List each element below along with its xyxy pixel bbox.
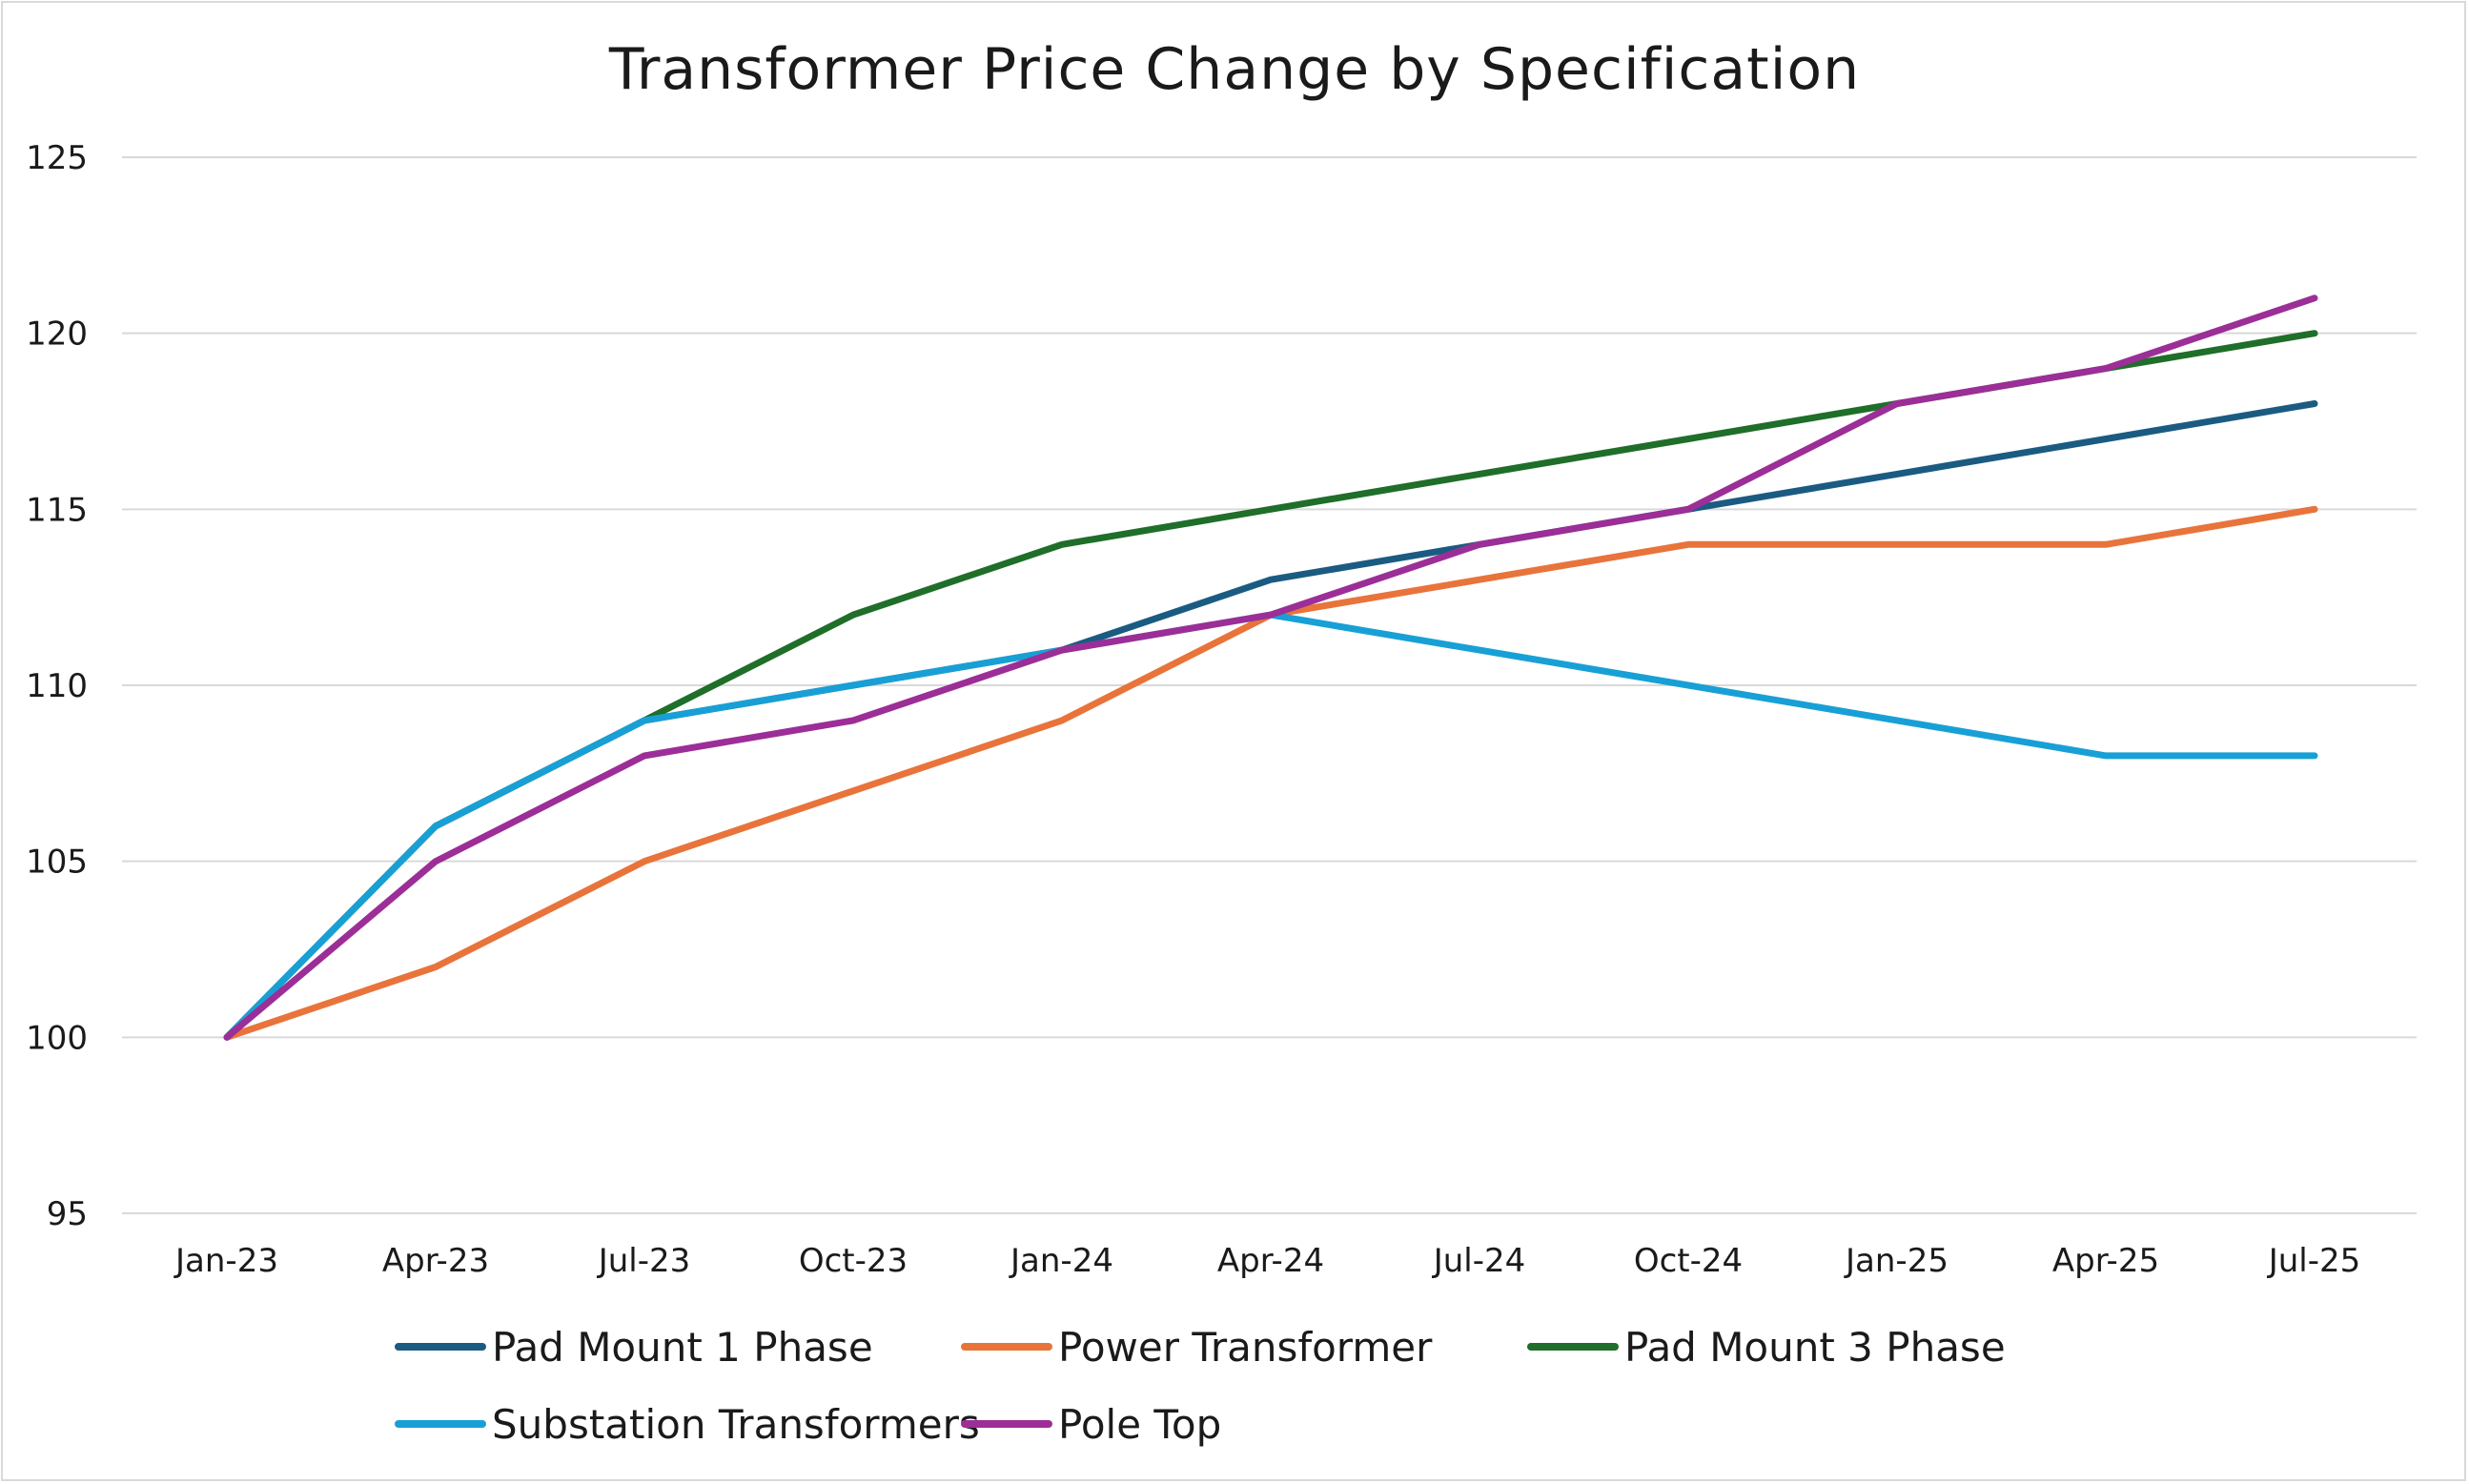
y-tick-label: 120 [26,315,88,354]
y-tick-label: 100 [26,1019,88,1057]
y-tick-label: 115 [26,491,88,529]
x-tick-label: Jul-24 [1432,1242,1526,1280]
legend-label: Power Transformer [1058,1324,1433,1371]
y-tick-label: 105 [26,844,88,882]
gridlines [122,156,2417,1214]
x-axis-ticks: Jan-23 Apr-23 Jul-23 Oct-23 Jan-24 Apr-24 Jul-… [173,1242,2360,1280]
legend-item-pad-mount-3-phase: Pad Mount 3 Phase [1527,1324,2006,1371]
series-line-pole-top [223,295,2318,1041]
y-tick-label: 95 [47,1195,88,1233]
y-tick-label: 125 [26,139,88,177]
x-tick-label: Oct-23 [799,1242,908,1280]
legend-item-pad-mount-1-phase: Pad Mount 1 Phase [395,1324,873,1371]
chart-title: Transformer Price Change by Specificatio… [608,36,1861,103]
legend-label: Pole Top [1058,1401,1221,1448]
legend-label: Pad Mount 1 Phase [492,1324,873,1371]
legend-item-pole-top: Pole Top [961,1401,1221,1448]
series-line-substation-transformers [223,611,2318,1041]
x-tick-label: Jan-25 [1844,1242,1949,1280]
legend-label: Substation Transformers [492,1401,980,1448]
x-tick-label: Jul-25 [2267,1242,2361,1280]
x-tick-label: Apr-23 [382,1242,489,1280]
legend-label: Pad Mount 3 Phase [1624,1324,2006,1371]
y-tick-label: 110 [26,667,88,705]
series-lines [223,295,2318,1041]
legend-item-substation-transformers: Substation Transformers [395,1401,980,1448]
x-tick-label: Jul-23 [597,1242,691,1280]
y-axis-ticks: 95 100 105 110 115 120 125 [26,139,88,1233]
legend-item-power-transformer: Power Transformer [961,1324,1433,1371]
x-tick-label: Jan-24 [1009,1242,1113,1280]
x-tick-label: Apr-24 [1217,1242,1324,1280]
legend: Pad Mount 1 Phase Power Transformer Pad Mo… [395,1324,2006,1448]
series-line-pad-mount-1-phase [223,400,2318,1041]
x-tick-label: Oct-24 [1634,1242,1743,1280]
x-tick-label: Apr-25 [2052,1242,2159,1280]
x-tick-label: Jan-23 [173,1242,278,1280]
